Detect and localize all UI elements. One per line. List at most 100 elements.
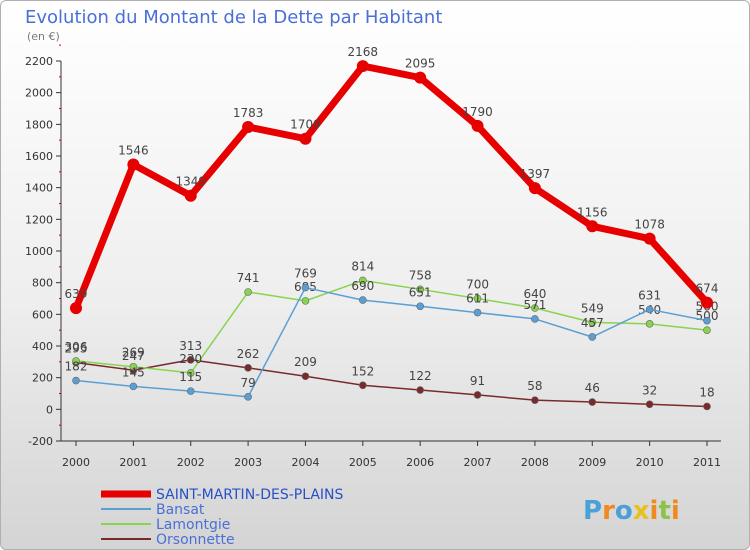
data-label: 758	[409, 268, 432, 282]
legend-label: Bansat	[156, 502, 205, 518]
x-tick-label: 2000	[62, 456, 90, 469]
data-point	[531, 396, 539, 404]
data-label: 262	[237, 347, 260, 361]
data-label: 674	[696, 282, 719, 296]
x-tick-label: 2003	[234, 456, 262, 469]
data-point	[416, 386, 424, 394]
data-point	[588, 333, 597, 341]
y-tick-label: 400	[32, 340, 53, 353]
logo-letter: i	[650, 496, 659, 526]
data-point	[129, 382, 138, 391]
data-point	[416, 285, 424, 294]
data-label: 631	[638, 288, 661, 302]
logo-letter: t	[658, 496, 670, 526]
x-tick-label: 2006	[406, 456, 434, 469]
data-point	[359, 381, 367, 390]
data-label: 295	[65, 342, 88, 356]
y-axis-ticks: -200 0 200 400 600 800 1000 1200 1400 1600 1800 200…	[25, 44, 61, 448]
data-point	[72, 357, 80, 365]
data-point	[186, 355, 195, 364]
data-point	[588, 318, 597, 327]
y-tick-label: 0	[46, 403, 53, 416]
data-label: 690	[351, 279, 374, 293]
data-label: 122	[409, 369, 432, 383]
data-point	[586, 220, 599, 233]
data-label: 152	[351, 364, 374, 378]
y-tick-label: 600	[32, 308, 53, 321]
x-tick-label: 2011	[693, 456, 721, 469]
data-point	[531, 315, 539, 323]
series-line	[75, 286, 708, 398]
x-tick-label: 2009	[578, 456, 606, 469]
data-point	[701, 296, 713, 309]
data-point	[473, 391, 482, 399]
data-point	[244, 288, 252, 296]
y-tick-label: 1800	[25, 118, 53, 131]
data-label: 1156	[577, 205, 608, 219]
data-point	[299, 132, 312, 145]
series-line	[75, 359, 708, 408]
data-point	[186, 387, 195, 395]
data-label: 32	[642, 383, 657, 397]
data-label: 1790	[462, 105, 493, 119]
x-axis-ticks: 2000 2001 2002 2003 2004 2005 2006 2007 2008 2009…	[62, 441, 721, 469]
chart-title: Evolution du Montant de la Dette par Hab…	[25, 7, 442, 28]
y-tick-label: 1600	[25, 150, 53, 163]
series-line	[72, 62, 710, 310]
data-label: 651	[409, 285, 432, 299]
data-label: 1546	[118, 144, 149, 158]
data-label: 700	[466, 278, 489, 292]
data-point	[471, 119, 484, 132]
y-tick-label: 1200	[25, 213, 53, 226]
data-point	[645, 400, 654, 409]
data-point	[528, 182, 541, 195]
data-point	[356, 60, 369, 73]
x-tick-label: 2007	[464, 456, 492, 469]
data-point	[473, 294, 482, 303]
data-point	[703, 326, 711, 334]
data-point	[244, 364, 252, 372]
data-label: 549	[581, 301, 604, 315]
data-label: 611	[466, 292, 489, 306]
legend-label: SAINT-MARTIN-DES-PLAINS	[156, 487, 344, 503]
logo-letter: P	[583, 496, 602, 526]
y-tick-label: 1000	[25, 245, 53, 258]
data-point	[127, 158, 140, 171]
y-tick-label: 2200	[25, 55, 53, 68]
data-point	[643, 232, 656, 245]
data-label: 639	[65, 287, 88, 301]
legend-label: Lamontgie	[156, 517, 230, 533]
x-tick-label: 2008	[521, 456, 549, 469]
logo-letter: i	[671, 496, 680, 526]
data-label: 1709	[290, 118, 321, 132]
legend-label: Orsonnette	[156, 532, 235, 548]
logo-letter: o	[615, 496, 633, 526]
data-label: 814	[351, 259, 374, 273]
data-label: 1783	[233, 106, 264, 120]
data-label: 18	[699, 385, 714, 399]
proxiti-logo: Proxiti	[583, 496, 680, 526]
x-tick-label: 2002	[177, 456, 205, 469]
y-tick-label: 200	[32, 372, 53, 385]
data-label: 640	[523, 287, 546, 301]
chart-subtitle: (en €)	[27, 30, 60, 43]
y-tick-label: 2000	[25, 87, 53, 100]
data-label: 1349	[175, 175, 206, 189]
logo-letter: x	[633, 496, 650, 526]
data-label: 91	[470, 374, 485, 388]
data-label: 209	[294, 355, 317, 369]
data-label: 313	[179, 339, 202, 353]
legend: SAINT-MARTIN-DES-PLAINSBansatLamontgieOr…	[101, 487, 344, 548]
data-point	[301, 297, 310, 305]
x-tick-label: 2005	[349, 456, 377, 469]
data-point	[703, 402, 711, 411]
plot-area: 295 247 313 262 209 152 122 91 58 46 32 18 306 269 230…	[65, 45, 719, 411]
logo-letter: r	[602, 496, 615, 526]
data-label: 1397	[520, 167, 551, 181]
data-label: 115	[179, 370, 202, 384]
y-tick-label: 1400	[25, 182, 53, 195]
x-tick-label: 2004	[291, 456, 319, 469]
data-label: 571	[523, 298, 546, 312]
